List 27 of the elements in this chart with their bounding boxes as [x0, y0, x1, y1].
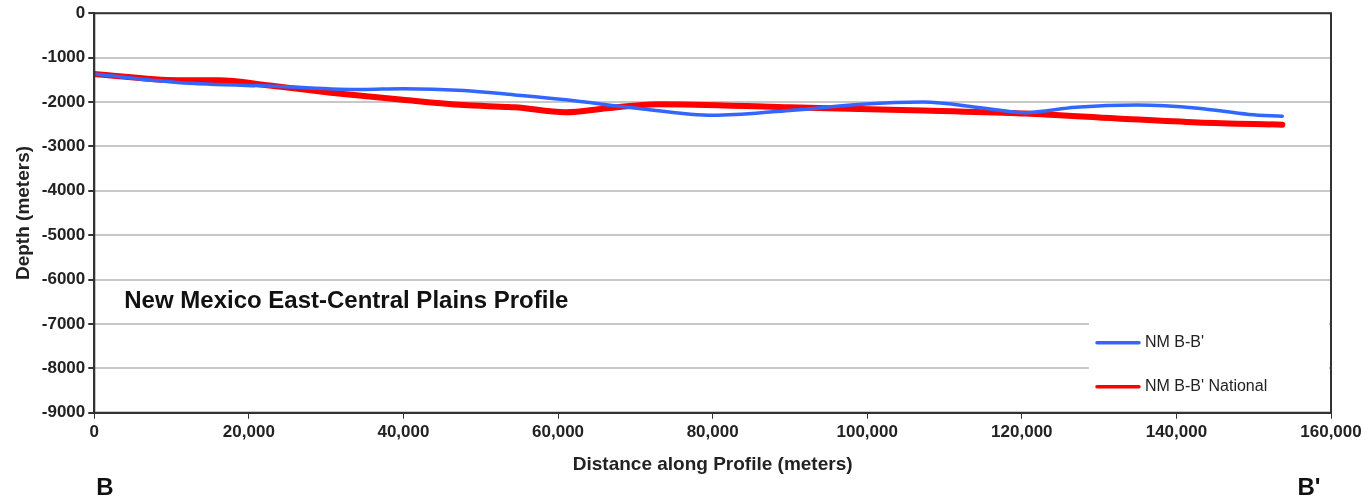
y-tick-label: 0 — [75, 2, 86, 22]
y-tick-label: -2000 — [41, 91, 86, 111]
y-tick-label: -4000 — [41, 180, 86, 200]
x-tick-label: 0 — [89, 421, 100, 441]
line-series — [94, 72, 1285, 118]
y-tick-label: -6000 — [41, 269, 86, 289]
annotation: New Mexico East-Central Plains Profile — [124, 285, 569, 313]
text: B — [96, 472, 114, 500]
x-tick-label: 160,000 — [1300, 421, 1362, 441]
legend-label: NM B-B' — [1145, 333, 1205, 351]
x-tick-label: 80,000 — [686, 421, 739, 441]
y-tick-label: -7000 — [41, 313, 86, 333]
y-tick-label: -3000 — [41, 136, 86, 156]
x-tick-label: 120,000 — [991, 421, 1053, 441]
x-tick-label: 100,000 — [836, 421, 898, 441]
y-tick-label: -5000 — [41, 224, 86, 244]
x-tick-label: 140,000 — [1145, 421, 1208, 441]
x-tick-label: 40,000 — [377, 421, 430, 441]
y-tick-label: -1000 — [41, 47, 86, 67]
text: B' — [1297, 472, 1321, 500]
x-tick-label: 20,000 — [222, 421, 275, 441]
x-axis-title: Distance along Profile (meters) — [572, 452, 853, 474]
y-tick-label: -8000 — [41, 358, 86, 378]
y-axis-title: Depth (meters) — [11, 145, 33, 281]
legend-label: NM B-B' National — [1145, 377, 1268, 395]
y-tick-label: -9000 — [41, 402, 86, 422]
x-tick-label: 60,000 — [532, 421, 585, 441]
